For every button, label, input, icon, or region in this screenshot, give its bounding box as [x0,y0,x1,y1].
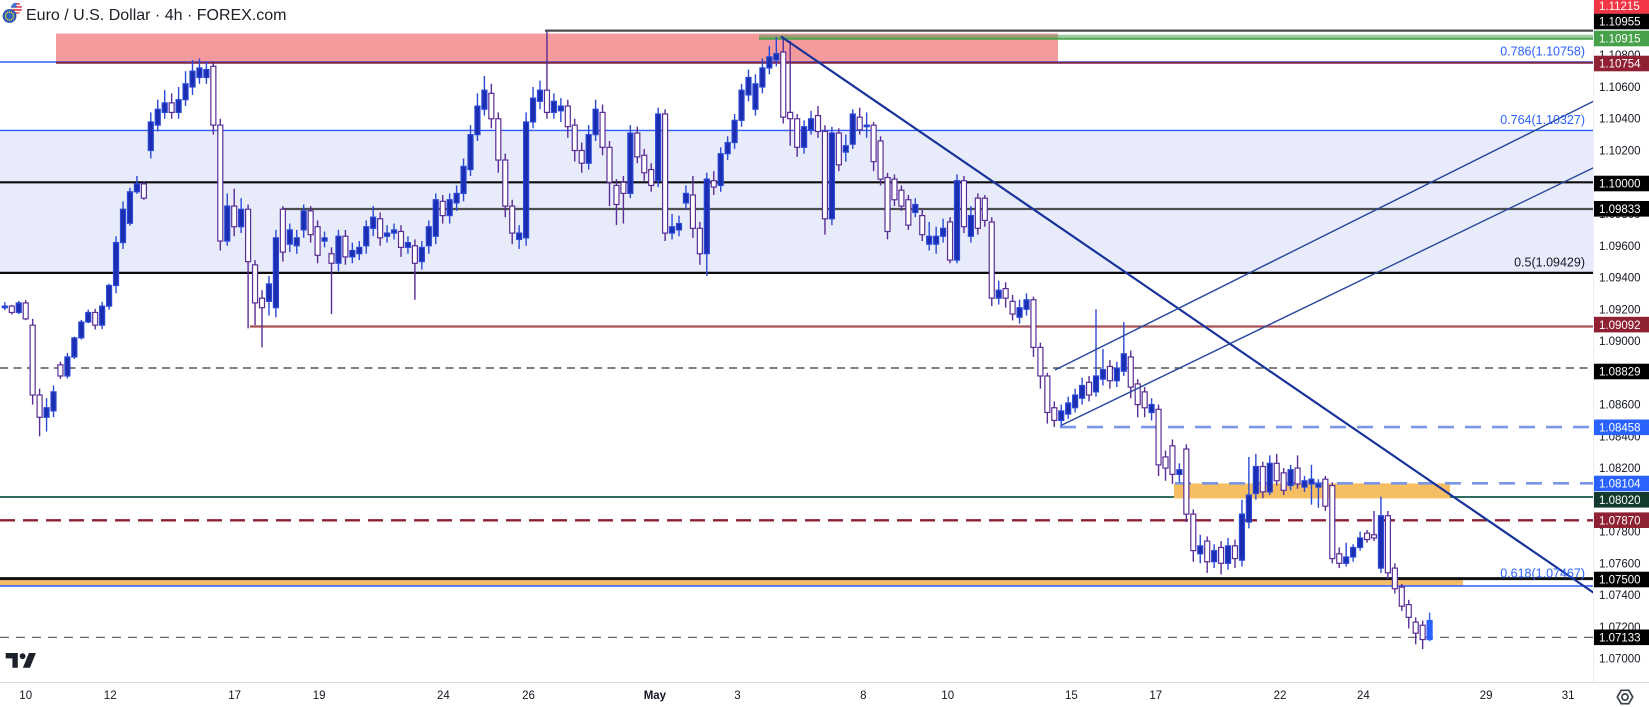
svg-text:15: 15 [1065,690,1078,702]
svg-text:1.07000: 1.07000 [1599,654,1641,666]
svg-text:1.10000: 1.10000 [1599,179,1641,191]
svg-text:1.07870: 1.07870 [1599,515,1641,527]
svg-text:1.08600: 1.08600 [1599,400,1641,412]
svg-text:24: 24 [1357,690,1370,702]
svg-text:1.09833: 1.09833 [1599,204,1641,216]
svg-text:1.10915: 1.10915 [1599,34,1641,46]
svg-text:0.5(1.09429): 0.5(1.09429) [1514,255,1585,269]
svg-text:17: 17 [228,690,241,702]
svg-text:1.07800: 1.07800 [1599,527,1641,539]
svg-text:May: May [644,690,667,702]
svg-text:17: 17 [1149,690,1162,702]
svg-text:0.786(1.10758): 0.786(1.10758) [1500,45,1585,59]
svg-text:0.764(1.10327): 0.764(1.10327) [1500,113,1585,127]
svg-text:0.618(1.07467): 0.618(1.07467) [1500,567,1585,581]
svg-text:1.10400: 1.10400 [1599,114,1641,126]
svg-text:1.08200: 1.08200 [1599,463,1641,475]
svg-text:Euro / U.S. Dollar · 4h · FORE: Euro / U.S. Dollar · 4h · FOREX.com [26,7,287,24]
svg-text:1.10754: 1.10754 [1599,59,1641,71]
svg-text:1.09400: 1.09400 [1599,273,1641,285]
svg-text:1.07400: 1.07400 [1599,590,1641,602]
svg-text:31: 31 [1562,690,1575,702]
svg-text:19: 19 [313,690,326,702]
svg-text:1.09092: 1.09092 [1599,320,1641,332]
svg-text:1.08458: 1.08458 [1599,423,1641,435]
svg-text:22: 22 [1274,690,1287,702]
svg-text:1.07500: 1.07500 [1599,575,1641,587]
svg-text:10: 10 [941,690,954,702]
svg-text:1.07133: 1.07133 [1599,633,1641,645]
svg-text:26: 26 [522,690,535,702]
svg-text:1.08020: 1.08020 [1599,495,1641,507]
svg-text:1.08829: 1.08829 [1599,367,1641,379]
svg-text:12: 12 [104,690,117,702]
svg-text:1.10200: 1.10200 [1599,146,1641,158]
svg-text:1.09200: 1.09200 [1599,304,1641,316]
svg-text:1.09600: 1.09600 [1599,241,1641,253]
svg-text:29: 29 [1480,690,1493,702]
svg-text:1.11215: 1.11215 [1599,1,1640,13]
svg-text:1.07600: 1.07600 [1599,558,1641,570]
svg-text:1.08104: 1.08104 [1599,479,1641,491]
svg-text:3: 3 [734,690,740,702]
svg-text:1.09000: 1.09000 [1599,336,1641,348]
svg-text:1.10600: 1.10600 [1599,82,1641,94]
svg-text:24: 24 [437,690,450,702]
svg-text:10: 10 [19,690,32,702]
svg-text:1.10955: 1.10955 [1599,17,1641,29]
svg-text:8: 8 [860,690,866,702]
